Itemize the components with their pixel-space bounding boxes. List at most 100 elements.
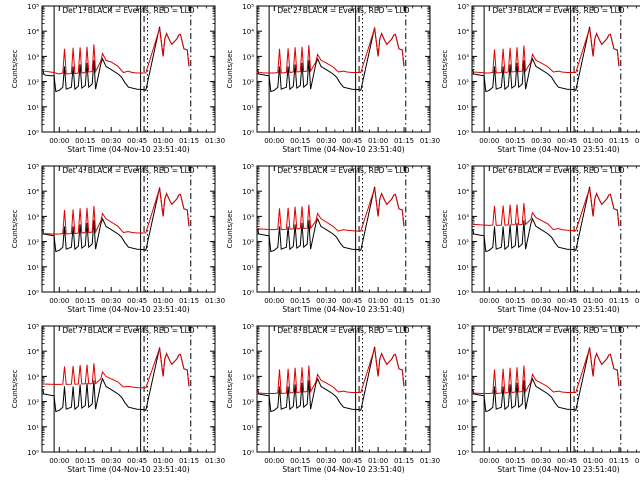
x-tick-label: 01:30 — [420, 297, 440, 305]
x-tick-label: 01:30 — [635, 457, 640, 465]
x-tick-label: 00:45 — [127, 297, 147, 305]
y-tick-label: 10⁰ — [27, 289, 39, 297]
x-axis-label: Start Time (04-Nov-10 23:51:40) — [282, 145, 404, 154]
panel-title: Det 8: BLACK = Events, RED = LLD — [277, 326, 409, 335]
plot-frame — [471, 5, 640, 133]
series-line-lld — [42, 348, 190, 389]
x-tick-label: 00:00 — [49, 137, 69, 145]
panel-title: Det 4: BLACK = Events, RED = LLD — [62, 166, 194, 175]
x-tick-label: 00:45 — [342, 297, 362, 305]
chart-panel-det-6: 10⁰ 10¹ 10² 10³ 10⁴ 10⁵ 00:00 00:15 00:30 00:45 01… — [441, 163, 640, 314]
x-tick-label: 00:00 — [264, 457, 284, 465]
y-tick-label: 10³ — [242, 373, 254, 381]
x-tick-label: 00:15 — [75, 137, 95, 145]
y-tick-label: 10¹ — [457, 264, 469, 272]
y-tick-label: 10³ — [457, 373, 469, 381]
x-tick-label: 00:45 — [557, 137, 577, 145]
y-tick-label: 10¹ — [27, 424, 39, 432]
y-tick-label: 10⁵ — [457, 3, 469, 11]
x-tick-label: 00:45 — [557, 457, 577, 465]
x-tick-label: 00:45 — [127, 457, 147, 465]
x-tick-label: 01:15 — [179, 457, 199, 465]
x-tick-label: 00:00 — [264, 297, 284, 305]
x-tick-label: 01:00 — [368, 297, 388, 305]
x-tick-label: 00:45 — [342, 137, 362, 145]
y-tick-label: 10² — [457, 239, 469, 247]
y-axis-label: Counts/sec — [441, 210, 449, 249]
y-tick-label: 10⁵ — [27, 163, 39, 171]
y-tick-label: 10⁵ — [242, 163, 254, 171]
y-tick-label: 10³ — [242, 53, 254, 61]
series-line-lld — [257, 28, 405, 74]
y-tick-label: 10⁰ — [242, 129, 254, 137]
y-tick-label: 10¹ — [242, 264, 254, 272]
y-tick-label: 10² — [27, 239, 39, 247]
x-tick-label: 00:15 — [290, 457, 310, 465]
x-tick-label: 00:30 — [531, 137, 551, 145]
y-tick-label: 10⁴ — [27, 28, 39, 36]
plot-frame — [256, 5, 431, 133]
plot-frame — [256, 325, 431, 453]
x-tick-label: 01:15 — [609, 297, 629, 305]
y-tick-label: 10² — [457, 79, 469, 87]
x-tick-label: 01:00 — [368, 457, 388, 465]
series-line-lld — [472, 28, 620, 74]
chart-panel-det-4: 10⁰ 10¹ 10² 10³ 10⁴ 10⁵ 00:00 00:15 00:30 00:45 01… — [11, 163, 225, 314]
y-tick-label: 10⁰ — [457, 449, 469, 457]
x-tick-label: 00:30 — [531, 297, 551, 305]
y-tick-label: 10⁵ — [242, 323, 254, 331]
x-tick-label: 00:15 — [290, 297, 310, 305]
panel-title: Det 2: BLACK = Events, RED = LLD — [277, 6, 409, 15]
y-tick-label: 10⁰ — [457, 289, 469, 297]
panel-title: Det 9: BLACK = Events, RED = LLD — [492, 326, 624, 335]
series-line-events — [472, 186, 620, 253]
x-tick-label: 01:00 — [368, 137, 388, 145]
y-axis-label: Counts/sec — [226, 50, 234, 89]
y-axis-label: Counts/sec — [226, 210, 234, 249]
y-tick-label: 10⁵ — [27, 323, 39, 331]
panel-title: Det 1: BLACK = Events, RED = LLD — [62, 6, 194, 15]
x-tick-label: 01:30 — [205, 297, 225, 305]
x-tick-label: 01:15 — [179, 297, 199, 305]
x-tick-label: 01:15 — [394, 457, 414, 465]
y-tick-label: 10¹ — [242, 424, 254, 432]
x-tick-label: 01:15 — [394, 137, 414, 145]
x-tick-label: 00:00 — [479, 457, 499, 465]
y-tick-label: 10⁴ — [457, 28, 469, 36]
y-tick-label: 10³ — [27, 53, 39, 61]
y-tick-label: 10⁰ — [242, 289, 254, 297]
x-tick-label: 00:15 — [505, 457, 525, 465]
x-tick-label: 00:15 — [75, 297, 95, 305]
series-line-lld — [257, 348, 405, 395]
chart-panel-det-9: 10⁰ 10¹ 10² 10³ 10⁴ 10⁵ 00:00 00:15 00:30 00:45 01… — [441, 323, 640, 474]
x-tick-label: 01:00 — [153, 297, 173, 305]
y-axis-label: Counts/sec — [11, 50, 19, 89]
x-tick-label: 00:30 — [101, 137, 121, 145]
panel-title: Det 5: BLACK = Events, RED = LLD — [277, 166, 409, 175]
y-axis-label: Counts/sec — [226, 370, 234, 409]
x-tick-label: 00:30 — [531, 457, 551, 465]
y-tick-label: 10⁴ — [242, 28, 254, 36]
chart-panel-det-2: 10⁰ 10¹ 10² 10³ 10⁴ 10⁵ 00:00 00:15 00:30 00:45 01… — [226, 3, 440, 154]
y-tick-label: 10⁰ — [457, 129, 469, 137]
plot-frame — [41, 5, 216, 133]
x-tick-label: 01:30 — [205, 457, 225, 465]
plot-frame — [41, 165, 216, 293]
x-tick-label: 01:00 — [583, 297, 603, 305]
panel-title: Det 6: BLACK = Events, RED = LLD — [492, 166, 624, 175]
x-tick-label: 00:00 — [264, 137, 284, 145]
x-tick-label: 01:30 — [420, 457, 440, 465]
x-tick-label: 00:15 — [505, 137, 525, 145]
x-axis-label: Start Time (04-Nov-10 23:51:40) — [67, 145, 189, 154]
x-tick-label: 00:00 — [479, 297, 499, 305]
x-axis-label: Start Time (04-Nov-10 23:51:40) — [67, 465, 189, 474]
x-tick-label: 01:30 — [635, 297, 640, 305]
x-tick-label: 00:15 — [505, 297, 525, 305]
x-axis-label: Start Time (04-Nov-10 23:51:40) — [282, 305, 404, 314]
y-tick-label: 10³ — [27, 373, 39, 381]
y-tick-label: 10¹ — [457, 104, 469, 112]
x-axis-label: Start Time (04-Nov-10 23:51:40) — [497, 145, 619, 154]
y-tick-label: 10² — [27, 399, 39, 407]
x-tick-label: 00:00 — [49, 297, 69, 305]
